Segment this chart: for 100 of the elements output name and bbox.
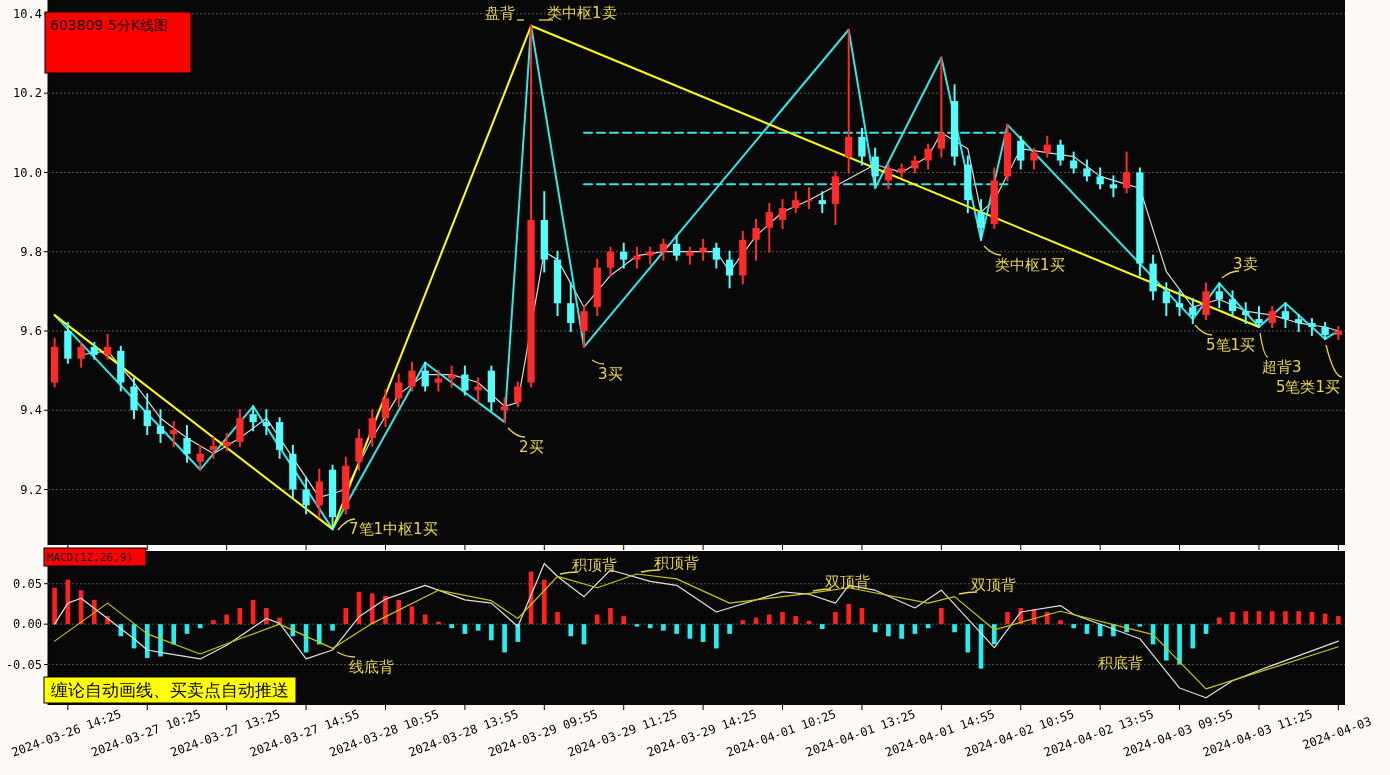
bar [224, 614, 229, 625]
annotation: 双顶背 [825, 573, 870, 591]
candlestick [924, 143, 932, 170]
bar [1005, 612, 1010, 625]
candlestick [130, 377, 138, 420]
candlestick [421, 361, 429, 392]
candlestick [1189, 298, 1197, 325]
annotation: 盘背 [485, 4, 515, 22]
candlestick [871, 147, 879, 186]
candlestick [408, 361, 416, 392]
bar [1336, 616, 1341, 625]
candlestick [355, 429, 363, 471]
bar [793, 616, 799, 625]
y-tick-label: 9.8 [20, 244, 42, 259]
candlestick [381, 389, 390, 428]
bar [594, 614, 600, 625]
candlestick [474, 377, 482, 404]
bar [621, 616, 627, 625]
candlestick [103, 333, 112, 360]
bar [1164, 624, 1169, 661]
y-tick-label: 0.05 [13, 576, 42, 591]
bar [568, 624, 574, 637]
annotation: 缠论自动画线、买卖点自动推送 [51, 680, 289, 700]
bar [1283, 611, 1288, 625]
bar [541, 579, 547, 625]
candlestick [249, 405, 257, 432]
candlestick [725, 250, 734, 289]
bar [158, 624, 163, 657]
candlestick [1083, 159, 1091, 182]
candlestick [858, 127, 866, 166]
candlestick [1175, 290, 1184, 317]
annotation: 5笔1买 [1206, 336, 1256, 354]
bar [52, 587, 57, 625]
bar [1230, 612, 1235, 625]
bar [396, 599, 402, 625]
candlestick [315, 468, 323, 519]
candlestick [1228, 290, 1237, 317]
bar [939, 607, 944, 625]
candlestick [1030, 147, 1038, 170]
bar [952, 624, 957, 633]
bar [661, 624, 666, 631]
bar [317, 624, 322, 645]
candlestick [448, 365, 456, 388]
candlestick [302, 476, 310, 515]
bar [489, 624, 494, 641]
y-tick-label: 0.00 [13, 617, 42, 632]
candlestick [461, 365, 469, 396]
annotation: 3卖 [1233, 255, 1258, 273]
bar [687, 624, 693, 639]
bar [886, 624, 891, 637]
candlestick [1056, 139, 1065, 166]
bar [674, 624, 679, 634]
candlestick [1215, 282, 1223, 309]
chart-title: MACD(12,26,9) [47, 551, 134, 564]
candlestick [1268, 306, 1276, 329]
bar [144, 624, 150, 659]
candlestick [580, 306, 588, 348]
candlestick [1122, 151, 1131, 194]
candlestick [196, 444, 204, 471]
bar [727, 624, 732, 634]
bar [1071, 624, 1076, 629]
bar [264, 607, 269, 625]
candlestick [262, 409, 271, 436]
bar [1216, 617, 1222, 625]
text: 603809 5分K线图 [50, 17, 168, 33]
annotation: 积顶背 [654, 554, 699, 572]
candlestick [1017, 135, 1025, 170]
bar [369, 593, 375, 625]
candlestick [937, 56, 945, 158]
candlestick [236, 409, 244, 447]
bar [197, 624, 203, 629]
candlestick [1242, 302, 1250, 325]
y-tick-label: 10.4 [13, 7, 42, 22]
y-tick-label: 9.4 [20, 403, 42, 418]
bar [991, 624, 997, 645]
annotation: 积顶背 [572, 556, 617, 574]
candlestick [183, 425, 191, 463]
bar [634, 624, 640, 627]
candlestick [395, 373, 403, 408]
bar [899, 624, 904, 639]
y-tick-label: 10.0 [13, 165, 42, 180]
candlestick [567, 282, 575, 332]
candlestick [143, 393, 151, 436]
bar [1243, 611, 1249, 625]
candlestick [1109, 175, 1118, 198]
bar [1269, 611, 1275, 625]
bar [1177, 624, 1182, 665]
annotation: 2买 [519, 438, 544, 456]
y-tick-label: 9.6 [20, 324, 42, 339]
y-tick-label: 9.2 [20, 482, 42, 497]
bar [608, 607, 613, 625]
annotation: 5笔类1买 [1275, 378, 1340, 396]
candlestick [156, 409, 165, 443]
candlestick [792, 191, 800, 214]
candlestick [712, 242, 720, 269]
candlestick [1043, 135, 1051, 158]
candlestick [805, 187, 813, 210]
bar [436, 621, 441, 625]
candlestick [659, 238, 668, 261]
candlestick [673, 234, 681, 261]
